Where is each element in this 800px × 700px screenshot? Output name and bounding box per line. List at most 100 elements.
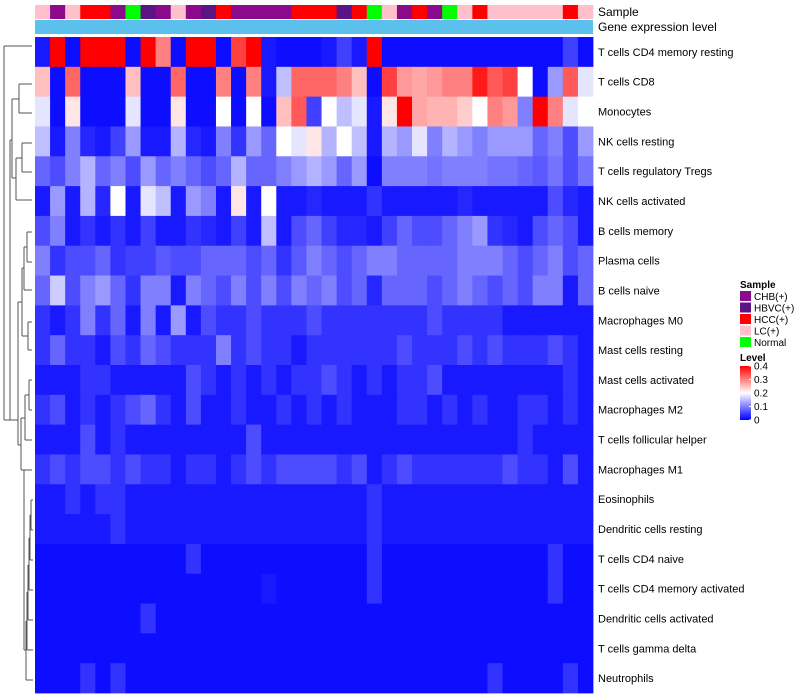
heatmap-cell xyxy=(35,394,51,426)
heatmap-cell xyxy=(472,454,488,485)
heatmap-cell xyxy=(412,215,428,247)
heatmap-cell xyxy=(261,484,277,515)
heatmap-cell xyxy=(351,126,368,157)
heatmap-cell xyxy=(35,454,51,485)
heatmap-cell xyxy=(502,514,518,545)
heatmap-cell xyxy=(306,365,322,396)
row-label: Macrophages M1 xyxy=(598,464,683,476)
sample-annotation-cell xyxy=(381,5,398,19)
heatmap-cell xyxy=(155,663,172,694)
heatmap-cell xyxy=(502,96,518,127)
heatmap-cell xyxy=(427,514,443,545)
heatmap-cell xyxy=(547,394,564,426)
heatmap-cell xyxy=(35,275,51,306)
heatmap-cell xyxy=(517,573,534,604)
heatmap-cell xyxy=(276,514,292,545)
heatmap-cell xyxy=(50,365,66,396)
heatmap-cell xyxy=(200,215,217,247)
heatmap-cell xyxy=(276,633,292,664)
heatmap-cell xyxy=(276,96,292,127)
heatmap-cell xyxy=(95,37,111,68)
heatmap-cell xyxy=(80,156,96,187)
heatmap-cell xyxy=(276,573,292,604)
heatmap-cell xyxy=(396,633,413,664)
heatmap-cell xyxy=(577,454,594,485)
sample-legend-label: LC(+) xyxy=(754,327,779,338)
heatmap-cell xyxy=(110,96,126,127)
heatmap-cell xyxy=(35,573,51,604)
heatmap-cell xyxy=(381,543,398,575)
heatmap-cell xyxy=(321,335,338,366)
heatmap-cell xyxy=(396,245,413,276)
level-legend-tick-label: 0.3 xyxy=(754,375,768,386)
heatmap-cell xyxy=(65,424,81,455)
heatmap-cell xyxy=(427,365,443,396)
heatmap-cell xyxy=(50,573,66,604)
heatmap-cell xyxy=(427,543,443,575)
track-label-sample: Sample xyxy=(598,5,639,19)
heatmap-cell xyxy=(80,245,96,276)
heatmap-cell xyxy=(140,603,157,634)
heatmap-cell xyxy=(321,66,338,98)
heatmap-cell xyxy=(80,305,96,336)
heatmap-cell xyxy=(140,633,157,664)
heatmap-cell xyxy=(140,305,157,336)
heatmap-cell xyxy=(502,543,518,575)
sample-legend-label: HCC(+) xyxy=(754,315,788,326)
heatmap-cell xyxy=(547,186,564,217)
heatmap-cell xyxy=(517,305,534,336)
heatmap-cell xyxy=(140,424,157,455)
heatmap-cell xyxy=(276,454,292,485)
heatmap-cell xyxy=(170,424,187,455)
heatmap-cell xyxy=(95,335,111,366)
heatmap-cell xyxy=(185,454,202,485)
heatmap-cell xyxy=(276,275,292,306)
heatmap-cell xyxy=(261,663,277,694)
heatmap-cell xyxy=(65,603,81,634)
sample-annotation-cell xyxy=(170,5,187,19)
heatmap-cell xyxy=(306,96,322,127)
heatmap-cell xyxy=(95,573,111,604)
heatmap-cell xyxy=(291,66,307,98)
heatmap-cell xyxy=(215,245,232,276)
heatmap-cell xyxy=(110,126,126,157)
heatmap-cell xyxy=(396,603,413,634)
heatmap-cell xyxy=(336,663,353,694)
heatmap-cell xyxy=(562,543,579,575)
row-label: Eosinophils xyxy=(598,494,655,506)
heatmap-cell xyxy=(562,514,579,545)
heatmap-cell xyxy=(457,454,473,485)
heatmap-cell xyxy=(381,96,398,127)
heatmap-cell xyxy=(231,335,247,366)
heatmap-cell xyxy=(140,543,157,575)
heatmap-cell xyxy=(366,573,383,604)
heatmap-cell xyxy=(231,663,247,694)
heatmap-cell xyxy=(321,573,338,604)
heatmap-cell xyxy=(231,156,247,187)
heatmap-cell xyxy=(547,156,564,187)
heatmap-cell xyxy=(457,37,473,68)
heatmap-cell xyxy=(276,365,292,396)
heatmap-cell xyxy=(200,186,217,217)
heatmap-cell xyxy=(50,305,66,336)
heatmap-cell xyxy=(306,633,322,664)
heatmap-cell xyxy=(276,543,292,575)
level-legend-tick-label: 0 xyxy=(754,416,760,427)
heatmap-cell xyxy=(291,96,307,127)
heatmap-cell xyxy=(306,663,322,694)
heatmap-cell xyxy=(472,66,488,98)
heatmap-cell xyxy=(215,335,232,366)
sample-annotation-cell xyxy=(547,5,564,19)
heatmap-cell xyxy=(306,573,322,604)
heatmap-cell xyxy=(231,484,247,515)
heatmap-cell xyxy=(412,573,428,604)
heatmap-cell xyxy=(306,543,322,575)
heatmap-cell xyxy=(50,514,66,545)
heatmap-cell xyxy=(396,156,413,187)
track-label-gene-expression: Gene expression level xyxy=(598,20,717,34)
heatmap-cell xyxy=(200,633,217,664)
sample-annotation-cell xyxy=(246,5,262,19)
heatmap-cell xyxy=(200,603,217,634)
sample-annotation-cell xyxy=(321,5,338,19)
